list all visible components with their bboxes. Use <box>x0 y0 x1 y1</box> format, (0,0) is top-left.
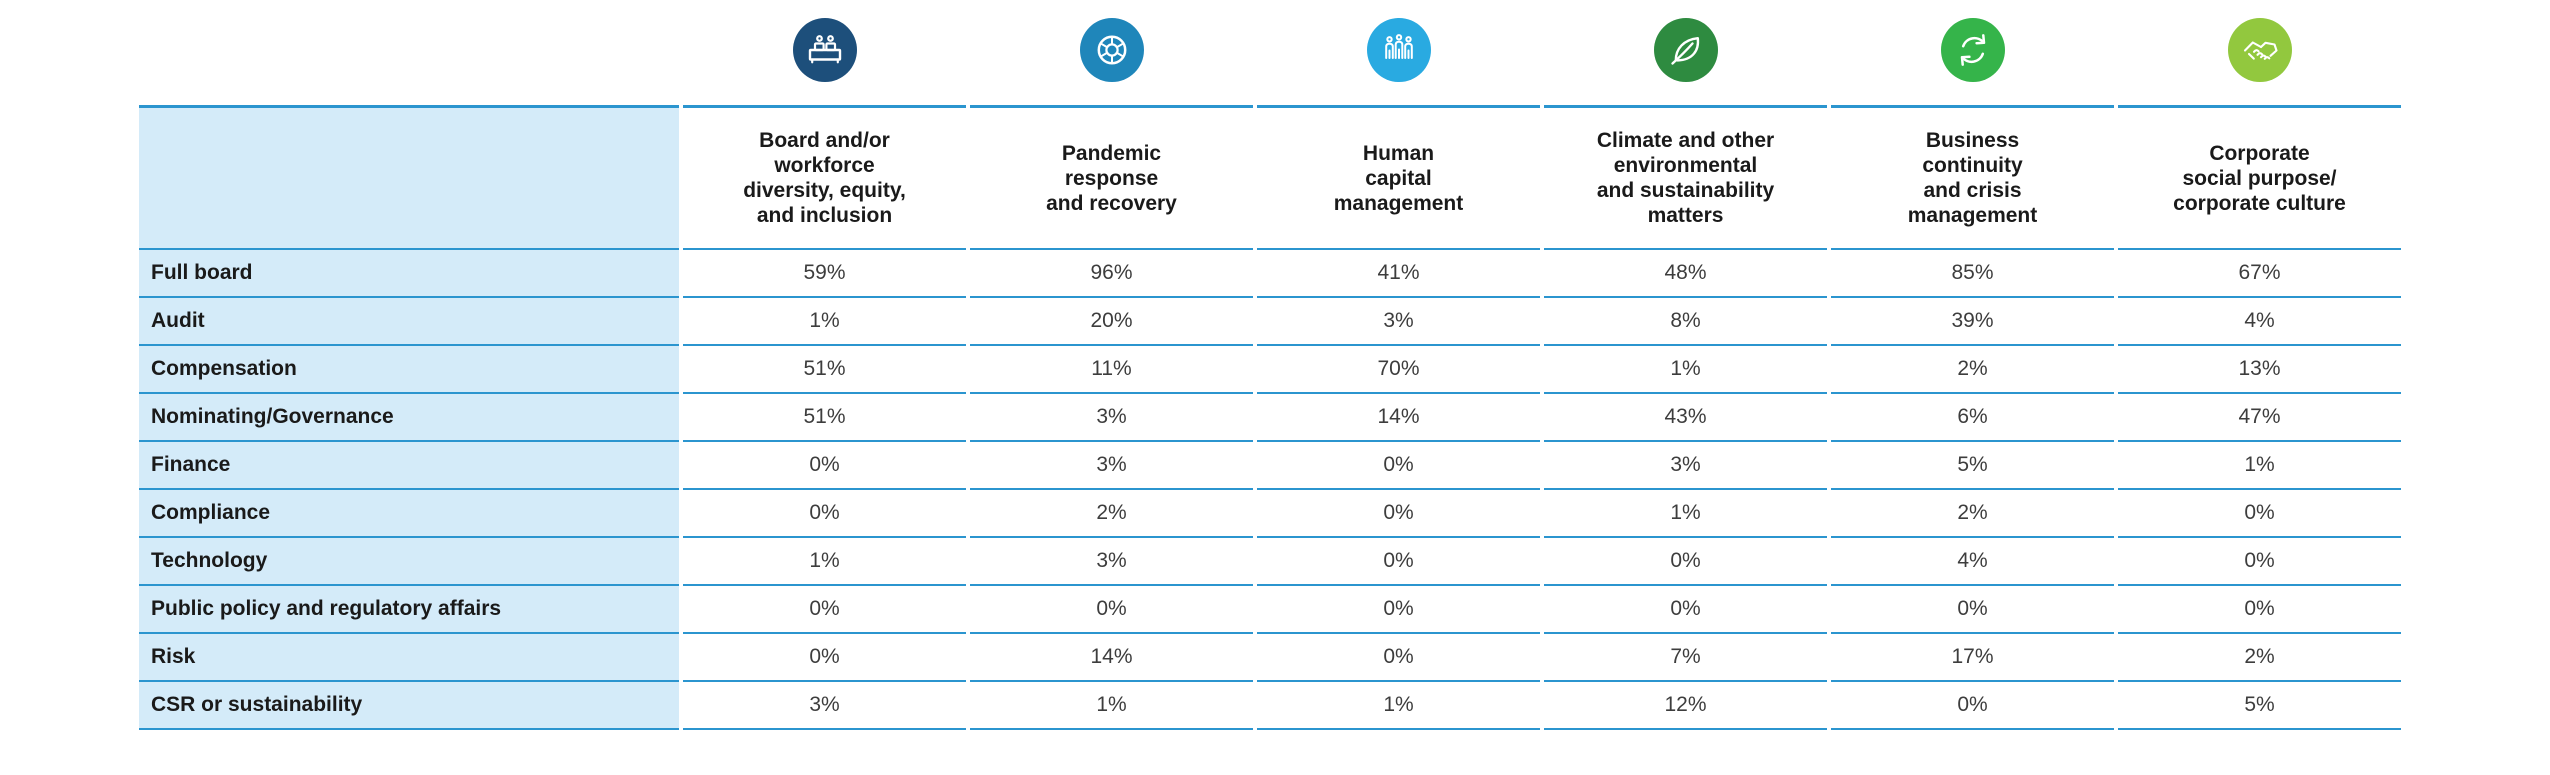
table-row-full-board: Full board 59% 96% 41% 48% 85% 67% <box>139 250 2401 298</box>
column-header-dei: Board and/or workforce diversity, equity… <box>683 105 966 250</box>
value-cell: 6% <box>1831 394 2114 442</box>
table-row-nominating-governance: Nominating/Governance 51% 3% 14% 43% 6% … <box>139 394 2401 442</box>
value-cell: 70% <box>1257 346 1540 394</box>
board-oversight-table: Board and/or workforce diversity, equity… <box>135 0 2405 730</box>
value-cell: 1% <box>970 682 1253 730</box>
value-cell: 0% <box>1257 490 1540 538</box>
value-cell: 0% <box>2118 490 2401 538</box>
value-cell: 14% <box>970 634 1253 682</box>
table-row-csr-sustainability: CSR or sustainability 3% 1% 1% 12% 0% 5% <box>139 682 2401 730</box>
value-cell: 3% <box>1544 442 1827 490</box>
row-header-blank-cell <box>139 105 679 250</box>
row-label: Public policy and regulatory affairs <box>139 586 679 634</box>
row-label: Compensation <box>139 346 679 394</box>
value-cell: 67% <box>2118 250 2401 298</box>
value-cell: 12% <box>1544 682 1827 730</box>
value-cell: 3% <box>970 394 1253 442</box>
table-row-audit: Audit 1% 20% 3% 8% 39% 4% <box>139 298 2401 346</box>
row-label: Full board <box>139 250 679 298</box>
value-cell: 13% <box>2118 346 2401 394</box>
value-cell: 59% <box>683 250 966 298</box>
column-header-social-purpose: Corporate social purpose/ corporate cult… <box>2118 105 2401 250</box>
value-cell: 48% <box>1544 250 1827 298</box>
value-cell: 96% <box>970 250 1253 298</box>
value-cell: 0% <box>683 442 966 490</box>
value-cell: 1% <box>683 538 966 586</box>
row-label: Finance <box>139 442 679 490</box>
value-cell: 0% <box>1257 538 1540 586</box>
value-cell: 0% <box>970 586 1253 634</box>
value-cell: 43% <box>1544 394 1827 442</box>
row-label: Audit <box>139 298 679 346</box>
value-cell: 14% <box>1257 394 1540 442</box>
table-row-technology: Technology 1% 3% 0% 0% 4% 0% <box>139 538 2401 586</box>
column-header-human-capital: Human capital management <box>1257 105 1540 250</box>
value-cell: 0% <box>683 490 966 538</box>
table-row-compliance: Compliance 0% 2% 0% 1% 2% 0% <box>139 490 2401 538</box>
table-row-risk: Risk 0% 14% 0% 7% 17% 2% <box>139 634 2401 682</box>
value-cell: 2% <box>970 490 1253 538</box>
value-cell: 0% <box>683 634 966 682</box>
value-cell: 0% <box>1257 442 1540 490</box>
value-cell: 47% <box>2118 394 2401 442</box>
value-cell: 1% <box>683 298 966 346</box>
table-row-public-policy: Public policy and regulatory affairs 0% … <box>139 586 2401 634</box>
value-cell: 2% <box>1831 346 2114 394</box>
row-label: Risk <box>139 634 679 682</box>
row-label: Technology <box>139 538 679 586</box>
value-cell: 51% <box>683 394 966 442</box>
value-cell: 0% <box>1544 538 1827 586</box>
handshake-icon <box>2227 18 2292 82</box>
row-label: CSR or sustainability <box>139 682 679 730</box>
value-cell: 0% <box>2118 538 2401 586</box>
value-cell: 0% <box>1257 586 1540 634</box>
value-cell: 0% <box>1257 634 1540 682</box>
value-cell: 0% <box>683 586 966 634</box>
boardroom-icon <box>792 18 857 82</box>
table-row-compensation: Compensation 51% 11% 70% 1% 2% 13% <box>139 346 2401 394</box>
value-cell: 41% <box>1257 250 1540 298</box>
column-headers-row: Board and/or workforce diversity, equity… <box>139 105 2401 250</box>
value-cell: 4% <box>2118 298 2401 346</box>
column-header-pandemic: Pandemic response and recovery <box>970 105 1253 250</box>
value-cell: 3% <box>970 442 1253 490</box>
row-label: Nominating/Governance <box>139 394 679 442</box>
value-cell: 39% <box>1831 298 2114 346</box>
lifebuoy-icon <box>1079 18 1144 82</box>
value-cell: 0% <box>1544 586 1827 634</box>
value-cell: 51% <box>683 346 966 394</box>
refresh-cycle-icon <box>1940 18 2005 82</box>
people-icon <box>1366 18 1431 82</box>
value-cell: 5% <box>1831 442 2114 490</box>
value-cell: 85% <box>1831 250 2114 298</box>
value-cell: 3% <box>1257 298 1540 346</box>
value-cell: 11% <box>970 346 1253 394</box>
value-cell: 0% <box>2118 586 2401 634</box>
value-cell: 3% <box>683 682 966 730</box>
leaf-icon <box>1653 18 1718 82</box>
column-header-climate: Climate and other environmental and sust… <box>1544 105 1827 250</box>
value-cell: 2% <box>1831 490 2114 538</box>
icons-row <box>139 0 2401 105</box>
board-oversight-figure: Board and/or workforce diversity, equity… <box>135 0 2405 730</box>
value-cell: 20% <box>970 298 1253 346</box>
value-cell: 7% <box>1544 634 1827 682</box>
value-cell: 17% <box>1831 634 2114 682</box>
value-cell: 5% <box>2118 682 2401 730</box>
row-label: Compliance <box>139 490 679 538</box>
icons-row-blank-cell <box>139 0 679 105</box>
value-cell: 0% <box>1831 682 2114 730</box>
value-cell: 0% <box>1831 586 2114 634</box>
value-cell: 1% <box>1257 682 1540 730</box>
table-row-finance: Finance 0% 3% 0% 3% 5% 1% <box>139 442 2401 490</box>
value-cell: 1% <box>1544 346 1827 394</box>
value-cell: 1% <box>1544 490 1827 538</box>
value-cell: 8% <box>1544 298 1827 346</box>
value-cell: 2% <box>2118 634 2401 682</box>
value-cell: 1% <box>2118 442 2401 490</box>
column-header-continuity: Business continuity and crisis managemen… <box>1831 105 2114 250</box>
value-cell: 4% <box>1831 538 2114 586</box>
value-cell: 3% <box>970 538 1253 586</box>
